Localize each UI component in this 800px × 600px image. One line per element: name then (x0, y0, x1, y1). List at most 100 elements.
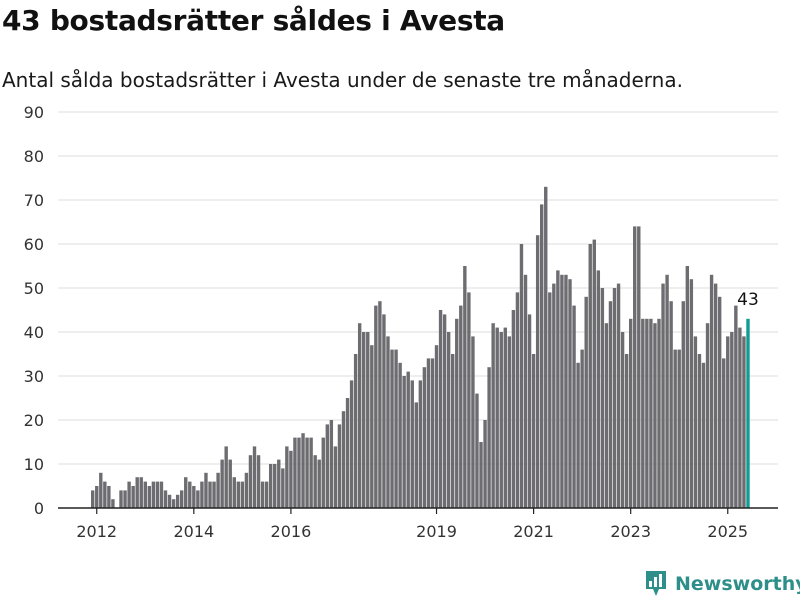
bar (685, 266, 690, 508)
bar (374, 305, 378, 508)
bar (353, 354, 358, 508)
bar (366, 332, 370, 508)
y-tick-label: 20 (24, 411, 44, 430)
bar (289, 450, 293, 508)
bar (637, 226, 641, 508)
bar (252, 446, 257, 508)
bar (297, 437, 301, 508)
x-tick-label: 2025 (707, 522, 748, 541)
bar (548, 292, 552, 508)
y-tick-label: 90 (24, 103, 44, 122)
bar (268, 464, 273, 508)
bar (673, 349, 677, 508)
bar (378, 301, 382, 508)
y-tick-label: 10 (24, 455, 44, 474)
bar (572, 305, 576, 508)
bar (471, 336, 475, 508)
bar (406, 371, 410, 508)
bar (273, 464, 277, 508)
bar (103, 481, 107, 508)
data-label-latest: 43 (737, 290, 759, 310)
bar (410, 380, 414, 508)
bar (455, 318, 459, 508)
bar (386, 336, 390, 508)
y-tick-label: 30 (24, 367, 44, 386)
bar (220, 459, 224, 508)
bar (329, 420, 334, 508)
y-tick-label: 70 (24, 191, 44, 210)
bar (95, 486, 99, 508)
bar-highlight (746, 318, 750, 508)
bar (414, 402, 418, 508)
y-tick-label: 80 (24, 147, 44, 166)
bar (248, 455, 253, 508)
bar (588, 244, 592, 508)
bar (515, 292, 520, 508)
bar (127, 481, 131, 508)
bar (487, 367, 491, 508)
bar (479, 442, 483, 508)
bar (612, 288, 617, 508)
bar (341, 411, 346, 508)
bar (232, 477, 236, 508)
bar (483, 420, 487, 508)
bar (184, 477, 188, 508)
bar (285, 446, 289, 508)
bar (560, 274, 564, 508)
bar (451, 354, 455, 508)
y-tick-label: 0 (34, 499, 44, 518)
bar (200, 481, 204, 508)
bar (357, 323, 362, 508)
bar (362, 332, 366, 508)
bar (681, 301, 685, 508)
bar (325, 424, 330, 508)
bar (669, 301, 673, 508)
bar (596, 270, 601, 508)
bar (240, 481, 245, 508)
y-tick-label: 40 (24, 323, 44, 342)
bar (633, 226, 637, 508)
newsworthy-logo-icon (646, 571, 666, 596)
x-tick-label: 2016 (271, 522, 312, 541)
x-tick-label: 2023 (610, 522, 651, 541)
bar (402, 376, 406, 508)
bar (475, 393, 479, 508)
bar (701, 362, 706, 508)
bar (726, 336, 730, 508)
bar (600, 288, 605, 508)
bar (143, 481, 147, 508)
bar (131, 486, 135, 508)
bar (709, 274, 714, 508)
x-tick-label: 2014 (173, 522, 214, 541)
chart-title: 43 bostadsrätter såldes i Avesta (2, 4, 505, 37)
bar (313, 455, 317, 508)
bar (495, 327, 499, 508)
bar (620, 332, 625, 508)
bar (107, 486, 111, 508)
bar (175, 494, 180, 508)
bar (523, 274, 528, 508)
bar (394, 349, 398, 508)
bar (434, 345, 439, 508)
bar (147, 486, 152, 508)
bar (661, 283, 665, 508)
bar (438, 310, 443, 508)
bar (430, 358, 435, 508)
y-tick-label: 50 (24, 279, 44, 298)
x-tick-label: 2021 (513, 522, 554, 541)
bar (608, 301, 613, 508)
bar (519, 244, 524, 508)
bar (382, 314, 386, 508)
y-tick-label: 60 (24, 235, 44, 254)
bar (552, 283, 556, 508)
bar (693, 336, 698, 508)
bar (264, 481, 269, 508)
bar (540, 204, 544, 508)
bar (192, 486, 196, 508)
bar (139, 477, 143, 508)
bar (653, 323, 657, 508)
bar (151, 481, 156, 508)
brand-logo[interactable]: Newsworthy (644, 568, 800, 600)
bar (628, 318, 633, 508)
bar (649, 318, 653, 508)
